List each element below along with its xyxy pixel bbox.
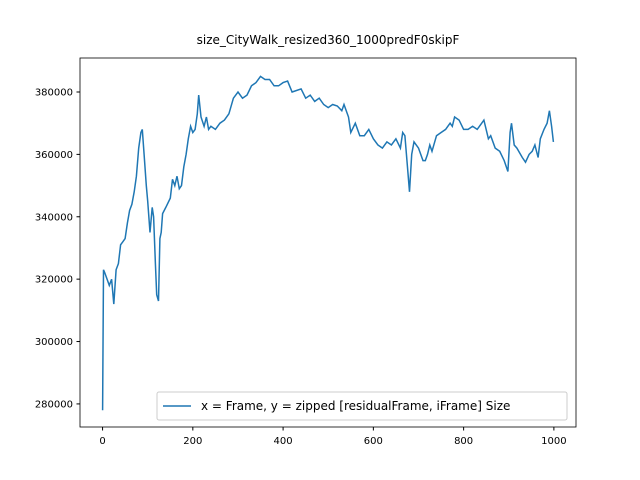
x-tick-label: 1000 [541, 436, 566, 447]
y-tick-label: 380000 [35, 87, 73, 98]
legend-label: x = Frame, y = zipped [residualFrame, iF… [201, 399, 510, 413]
y-tick-label: 340000 [35, 212, 73, 223]
y-tick-label: 280000 [35, 399, 73, 410]
x-tick-label: 400 [274, 436, 293, 447]
axes-frame [79, 57, 577, 428]
y-tick-label: 360000 [35, 150, 73, 161]
x-tick-label: 0 [99, 436, 105, 447]
y-tick-label: 300000 [35, 337, 73, 348]
x-tick-label: 600 [364, 436, 383, 447]
x-tick-label: 200 [183, 436, 202, 447]
y-tick-label: 320000 [35, 275, 73, 286]
x-tick-label: 800 [454, 436, 473, 447]
line [101, 75, 555, 411]
chart-title: size_CityWalk_resized360_1000predF0skipF [197, 33, 460, 47]
legend-box [156, 391, 568, 421]
